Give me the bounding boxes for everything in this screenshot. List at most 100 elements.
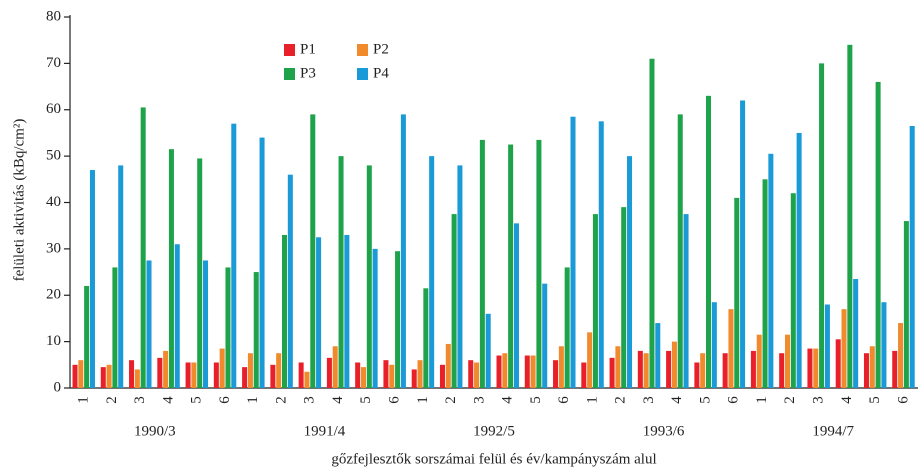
bar [536,139,542,388]
bar [146,260,152,388]
legend-swatch [284,44,295,56]
x-tick-label: 2 [104,396,120,404]
bar [355,362,361,388]
x-tick-label: 3 [641,396,657,404]
bar [411,369,417,388]
x-tick-label: 4 [330,396,346,404]
bar [592,214,598,388]
bar [711,302,717,388]
bar [163,350,169,388]
x-tick-label: 5 [189,396,205,404]
bar [881,302,887,388]
bar [298,362,304,388]
bar [750,350,756,388]
bar [84,285,90,388]
bar [72,364,78,388]
bar [174,244,180,388]
bar [768,153,774,388]
bar [338,156,344,388]
x-tick-label: 4 [160,396,176,404]
bar [508,144,514,388]
x-tick-label: 5 [358,396,374,404]
bar [316,237,322,388]
bar [898,323,904,388]
bar [383,360,389,388]
legend-swatch [357,68,368,80]
bar [756,334,762,388]
bar [366,165,372,388]
bar [168,149,174,388]
bar [439,364,445,388]
bar [813,348,819,388]
bar [553,360,559,388]
bar [807,348,813,388]
bar [185,362,191,388]
y-tick-label: 20 [46,287,61,303]
x-tick-label: 5 [697,396,713,404]
bar [134,369,140,388]
legend-label: P1 [300,41,316,57]
bar [863,353,869,388]
bar [287,174,293,388]
bar [429,156,435,388]
x-tick-label: 5 [528,396,544,404]
x-tick-label: 2 [613,396,629,404]
bar [796,132,802,388]
legend-swatch [284,68,295,80]
bar [542,283,548,388]
bar [417,360,423,388]
bar [627,156,633,388]
bar [253,272,259,388]
bar [587,332,593,388]
x-tick-label: 3 [132,396,148,404]
bar [609,357,615,388]
bar [219,348,225,388]
bar [558,346,564,388]
bar [140,107,146,389]
bar [824,304,830,388]
bar [100,367,106,388]
bar [909,125,915,388]
bar [225,267,231,388]
bar [157,357,163,388]
bar [213,362,219,388]
x-tick-label: 4 [839,396,855,404]
x-tick-label: 6 [387,396,403,404]
bar [875,81,881,389]
group-label: 1990/3 [134,423,176,439]
legend-swatch [357,44,368,56]
x-tick-label: 3 [471,396,487,404]
bar [247,353,253,388]
bar [191,362,197,388]
bar [671,341,677,388]
bar [112,267,118,388]
bar [694,362,700,388]
bar [728,309,734,388]
bar [485,313,491,388]
bar [649,58,655,389]
y-tick-label: 80 [46,8,61,24]
bar [259,137,265,388]
bar [869,346,875,388]
bar [203,260,209,388]
bar [790,193,796,388]
x-tick-label: 1 [76,396,92,404]
bar [762,179,768,388]
bar [326,357,332,388]
x-tick-label: 6 [217,396,233,404]
y-tick-label: 40 [46,194,61,210]
bar [853,279,859,388]
bar [779,353,785,388]
bar [502,353,508,388]
bar [496,355,502,388]
bar [740,100,746,388]
group-label: 1993/6 [643,423,685,439]
bar [683,214,689,388]
y-tick-label: 50 [46,148,61,164]
x-tick-label: 4 [669,396,685,404]
x-tick-label: 6 [556,396,572,404]
y-axis-label: felületi aktivitás (kBq/cm²) [11,119,27,282]
legend-label: P4 [373,65,389,81]
bar [835,339,841,388]
